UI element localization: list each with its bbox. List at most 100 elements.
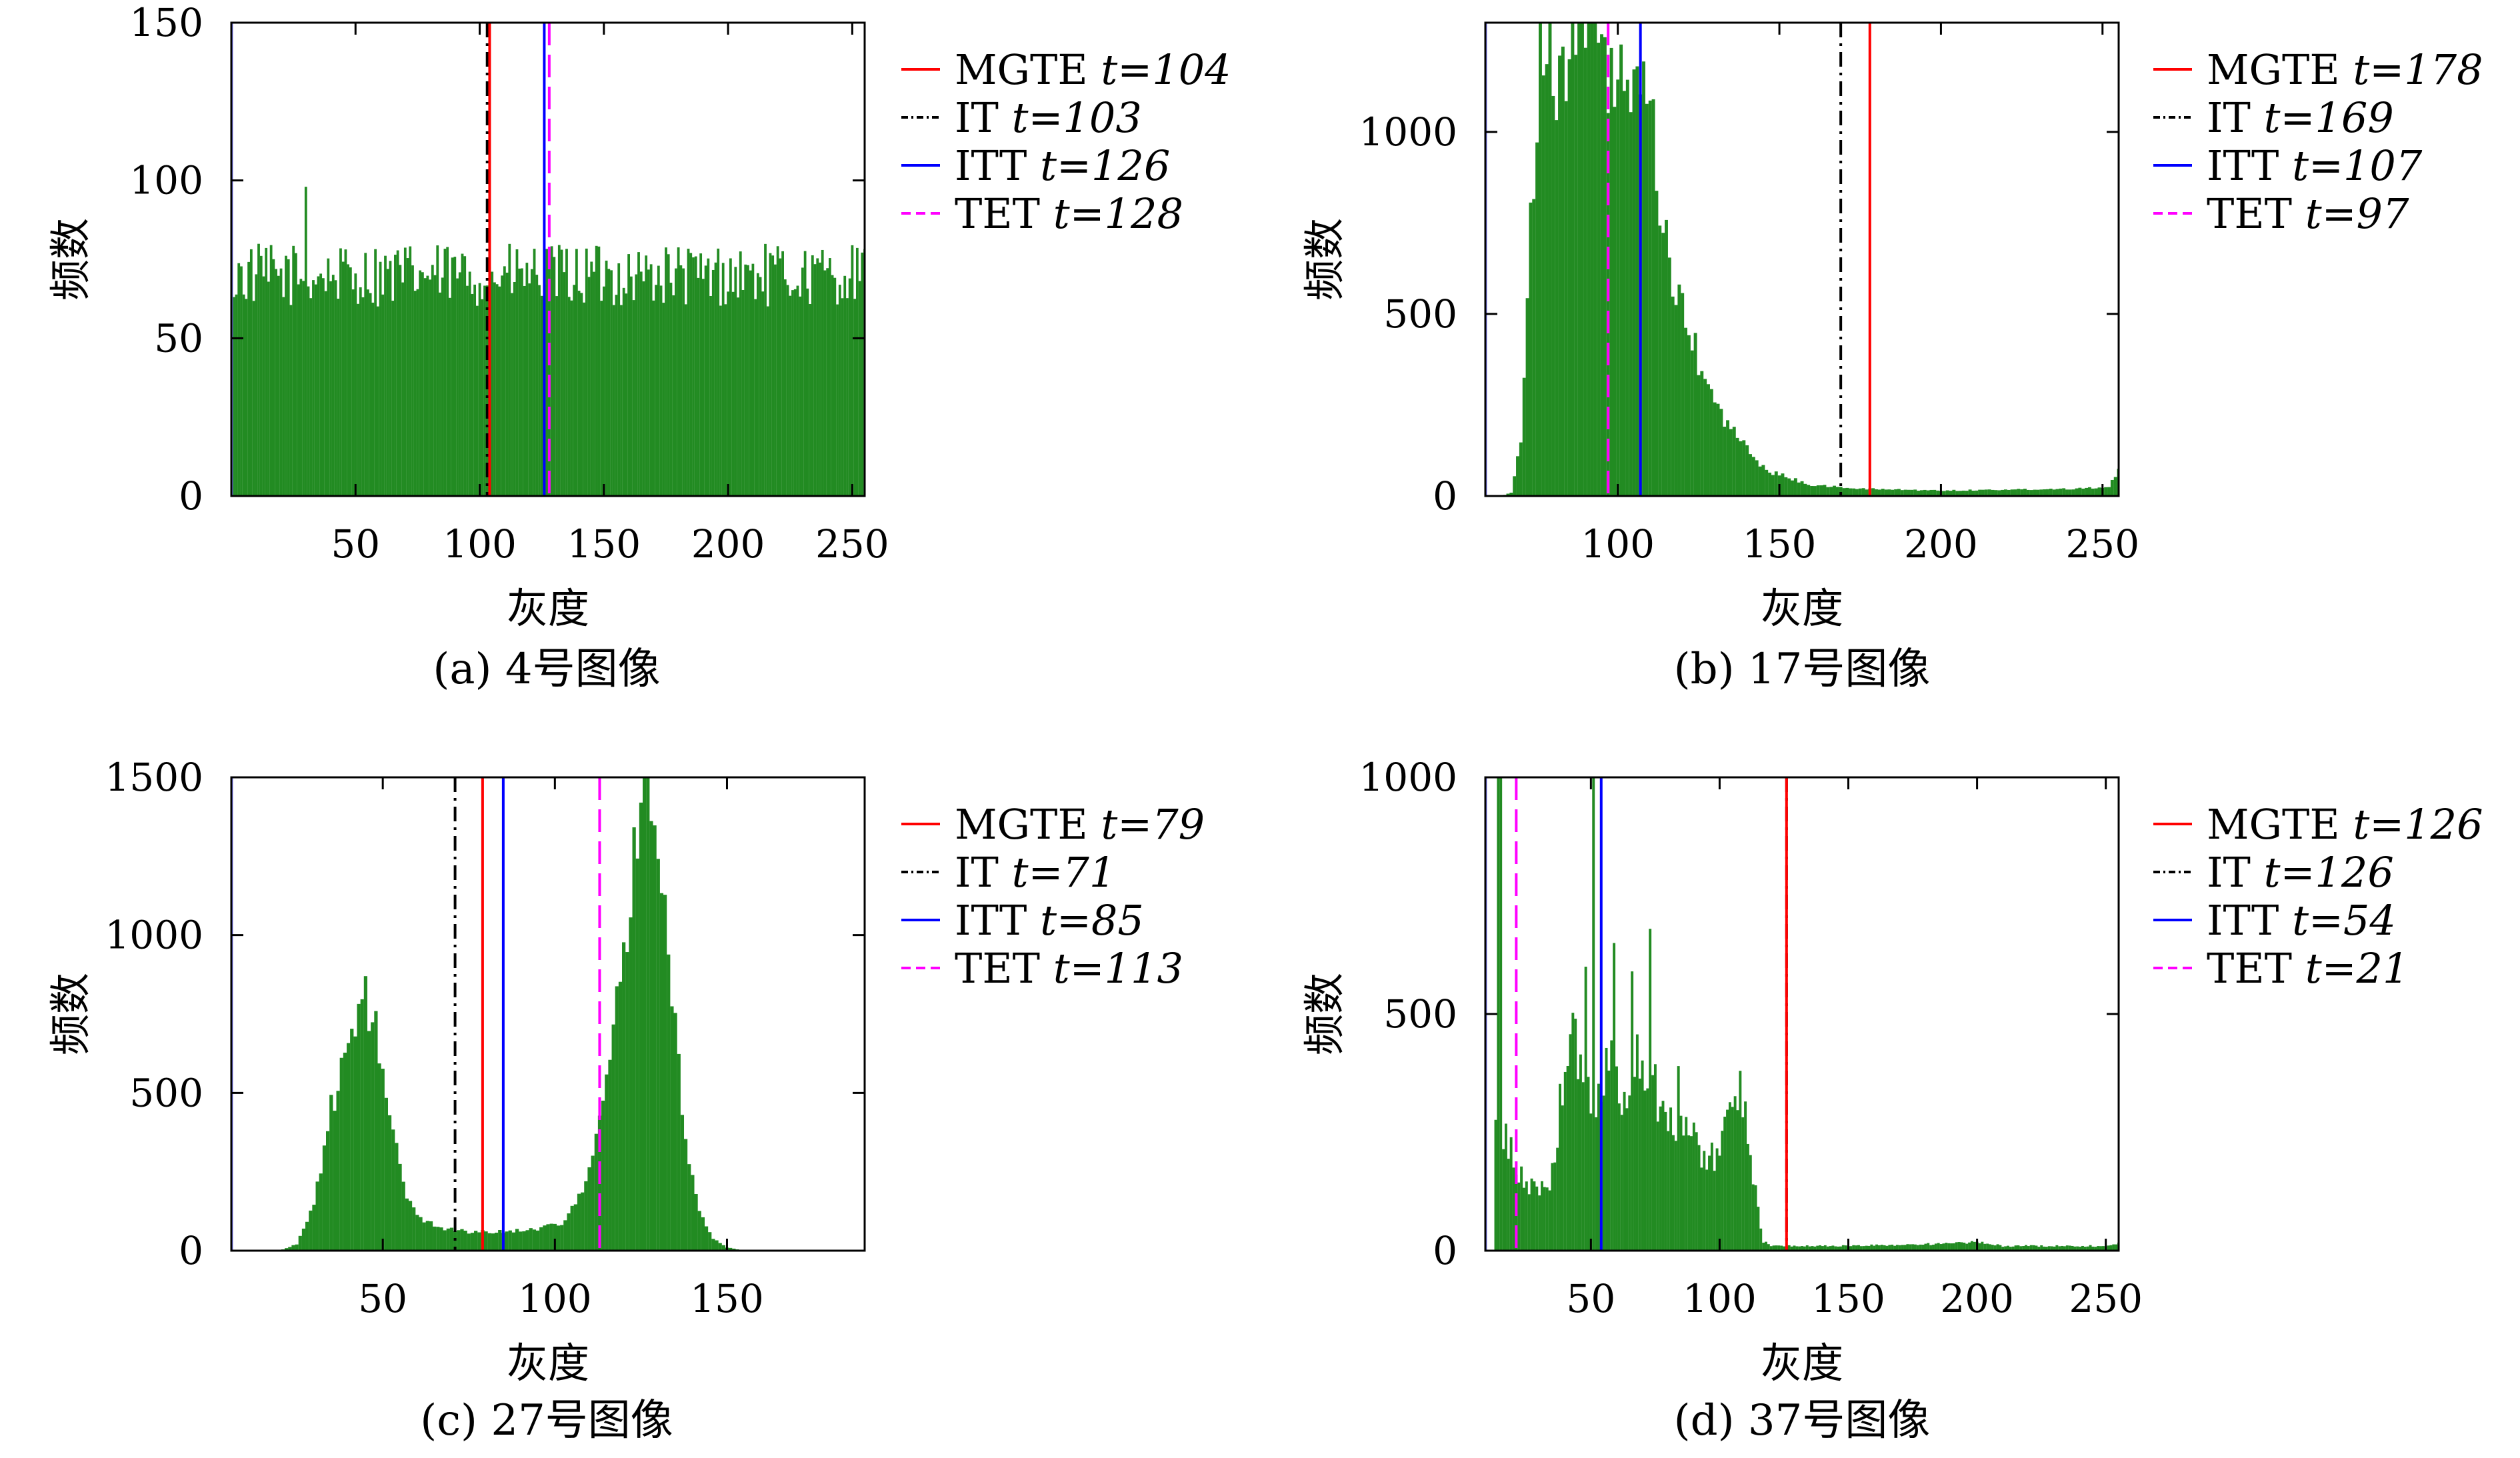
histogram-bar — [656, 859, 660, 1251]
histogram-bar — [1900, 490, 1904, 496]
histogram-bar — [1543, 1187, 1546, 1251]
histogram-bar — [1823, 1245, 1827, 1251]
histogram-bar — [2050, 1246, 2053, 1251]
histogram-bar — [423, 278, 427, 496]
histogram-bar — [305, 1221, 309, 1251]
histogram-bar — [1819, 485, 1823, 496]
histogram-bar — [501, 275, 504, 496]
histogram-bar — [1718, 1155, 1721, 1251]
histogram-bar — [2104, 487, 2108, 496]
histogram-bar — [793, 289, 797, 496]
x-tick-label: 250 — [815, 521, 889, 567]
histogram-bar — [1959, 491, 1963, 496]
legend-label-itt: ITT t=107 — [2207, 141, 2423, 190]
histogram-bar — [381, 294, 385, 496]
histogram-bar — [1723, 1117, 1727, 1251]
histogram-bar — [2022, 1246, 2025, 1251]
histogram-bar — [257, 243, 260, 496]
histogram-bar — [2029, 490, 2033, 496]
histogram-bar — [1590, 23, 1594, 496]
histogram-bar — [1978, 1243, 1981, 1251]
histogram-bar — [1821, 1246, 1824, 1251]
histogram-bar — [659, 893, 664, 1251]
legend-threshold-value: t=107 — [2292, 141, 2423, 190]
histogram-bar — [288, 1247, 292, 1251]
histogram-bar — [349, 267, 352, 496]
histogram-bar — [2045, 489, 2049, 496]
histogram-bar — [1581, 1082, 1585, 1251]
histogram-bar — [2032, 1245, 2035, 1251]
histogram-bar — [334, 280, 337, 496]
histogram-bar — [1610, 1040, 1613, 1251]
histogram-bar — [699, 253, 703, 496]
histogram-bar — [329, 1095, 333, 1251]
histogram-bar — [1955, 491, 1959, 496]
histogram-bar — [1771, 475, 1775, 496]
histogram-bar — [1841, 1245, 1845, 1251]
histogram-bar — [701, 1217, 705, 1251]
subfigure-caption: (b) 17号图像 — [1674, 645, 1931, 694]
histogram-bar — [415, 1215, 419, 1251]
histogram-bar — [1888, 1245, 1891, 1251]
histogram-bar — [629, 276, 633, 496]
legend-label-mgte: MGTE t=126 — [2207, 800, 2483, 849]
histogram-bar — [2052, 489, 2056, 496]
histogram-bar — [714, 262, 717, 496]
histogram-bar — [1831, 1245, 1835, 1251]
histogram-bars — [1503, 23, 2119, 496]
histogram-bar — [1665, 219, 1668, 496]
histogram-bar — [563, 1220, 567, 1251]
histogram-bar — [587, 1167, 591, 1251]
histogram-bar — [774, 264, 777, 496]
histogram-bar — [304, 187, 307, 496]
histogram-bar — [739, 251, 742, 496]
histogram-bar — [2029, 1245, 2033, 1251]
histogram-bar — [2085, 487, 2089, 496]
histogram-bar — [1819, 1245, 1822, 1251]
histogram-bar — [1765, 1241, 1767, 1251]
histogram-bar — [2013, 489, 2017, 496]
histogram-bar — [649, 821, 653, 1251]
histogram-bar — [1913, 489, 1917, 496]
histogram-bar — [1671, 296, 1675, 496]
histogram-bar — [1801, 1246, 1803, 1251]
histogram-bar — [796, 285, 799, 496]
x-tick-label: 100 — [443, 521, 517, 567]
histogram-bar — [1795, 1246, 1799, 1251]
histogram-bar — [1797, 482, 1801, 496]
histogram-bar — [673, 1013, 677, 1251]
histogram-bar — [346, 1043, 351, 1251]
histogram-bar — [1509, 492, 1513, 496]
histogram-bar — [2099, 1246, 2102, 1251]
histogram-bar — [1592, 777, 1595, 1251]
legend-threshold-value: t=103 — [1012, 93, 1142, 142]
histogram-bar — [2004, 1246, 2007, 1251]
legend-label-itt: ITT t=126 — [955, 141, 1170, 190]
histogram-bar — [289, 305, 293, 496]
histogram-bar — [298, 1235, 302, 1251]
histogram-bar — [1571, 1013, 1575, 1251]
histogram-bar — [379, 261, 382, 496]
histogram-bar — [2037, 1247, 2041, 1251]
histogram-bar — [1574, 55, 1578, 496]
histogram-bar — [403, 247, 407, 496]
histogram-bar — [1739, 1071, 1742, 1251]
histogram-bar — [622, 942, 626, 1251]
histogram-bar — [819, 262, 821, 496]
histogram-bar — [543, 1225, 547, 1251]
histogram-bar — [756, 273, 759, 496]
histogram-bar — [1960, 1242, 1963, 1251]
histogram-bar — [595, 245, 598, 496]
y-tick-label: 1000 — [105, 913, 203, 958]
histogram-bar — [1679, 1115, 1683, 1251]
histogram-bar — [1852, 488, 1856, 496]
histogram-bar — [401, 1181, 405, 1251]
histogram-bar — [1559, 1083, 1561, 1251]
histogram-bar — [776, 246, 779, 496]
histogram-bar — [2001, 1247, 2005, 1251]
histogram-bar — [426, 275, 429, 496]
histogram-bar — [2059, 488, 2063, 496]
histogram-bar — [439, 292, 441, 496]
x-tick-label: 150 — [1743, 521, 1817, 567]
